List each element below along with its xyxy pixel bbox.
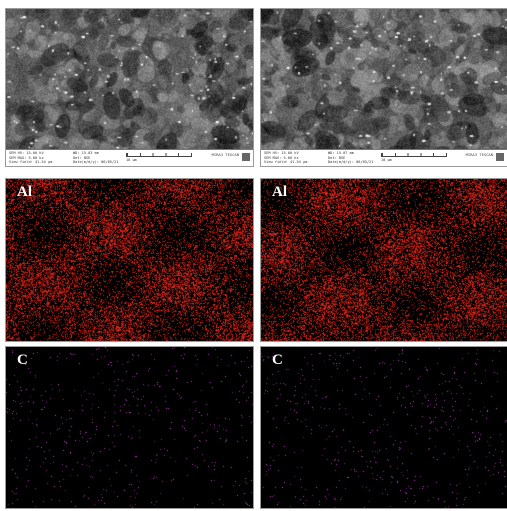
sem-detector: Det: BSE	[328, 155, 346, 160]
sem-info-bar: SEM HV: 15.00 kV SEM MAG: 5.00 kx View f…	[261, 149, 507, 166]
sem-view-field: View field: 41.54 µm	[264, 160, 308, 165]
scale-bar	[126, 153, 192, 157]
sem-hv: SEM HV: 15.00 kV	[9, 151, 44, 155]
sem-micrograph-left: SEM HV: 15.00 kV SEM MAG: 5.00 kx View f…	[5, 8, 254, 167]
element-map-image	[6, 347, 253, 508]
instrument-logo-icon	[242, 153, 250, 161]
sem-image	[261, 9, 507, 166]
element-label: Al	[272, 184, 287, 200]
sem-info-bar: SEM HV: 15.00 kV SEM MAG: 5.00 kx View f…	[6, 149, 253, 166]
element-map-image	[6, 179, 253, 341]
sem-wd: WD: 15.07 mm	[328, 151, 354, 155]
scale-bar-label: 10 µm	[381, 158, 392, 162]
sem-date: Date(m/d/y): 06/05/21	[328, 160, 374, 165]
scale-bar	[381, 153, 447, 157]
sem-view-field: View field: 41.54 µm	[9, 160, 53, 165]
sem-info-column: WD: 15.07 mm Det: BSE Date(m/d/y): 06/05…	[328, 151, 373, 165]
al-map-right: Al	[260, 178, 507, 342]
al-map-left: Al	[5, 178, 254, 342]
element-label: Al	[17, 184, 32, 200]
element-label: C	[17, 352, 28, 368]
scale-bar-label: 10 µm	[126, 158, 137, 162]
sem-wd: WD: 15.03 mm	[73, 151, 99, 155]
element-map-image	[261, 347, 507, 508]
sem-info-column: WD: 15.03 mm Det: BSE Date(m/d/y): 06/05…	[73, 151, 118, 165]
element-label: C	[272, 352, 283, 368]
sem-mag: SEM MAG: 5.00 kx	[9, 155, 44, 160]
c-map-left: C	[5, 346, 254, 509]
sem-detector: Det: BSE	[73, 155, 91, 160]
instrument-brand: MIRA3 TESCAN	[465, 152, 493, 157]
sem-micrograph-right: SEM HV: 15.00 kV SEM MAG: 5.00 kx View f…	[260, 8, 507, 167]
sem-image	[6, 9, 253, 166]
instrument-logo-icon	[496, 153, 504, 161]
sem-date: Date(m/d/y): 06/05/21	[73, 160, 119, 165]
sem-info-column: SEM HV: 15.00 kV SEM MAG: 5.00 kx View f…	[264, 151, 307, 165]
sem-hv: SEM HV: 15.00 kV	[264, 151, 299, 155]
element-map-image	[261, 179, 507, 341]
sem-mag: SEM MAG: 5.00 kx	[264, 155, 299, 160]
sem-info-column: SEM HV: 15.00 kV SEM MAG: 5.00 kx View f…	[9, 151, 52, 165]
instrument-brand: MIRA3 TESCAN	[211, 152, 239, 157]
c-map-right: C	[260, 346, 507, 509]
